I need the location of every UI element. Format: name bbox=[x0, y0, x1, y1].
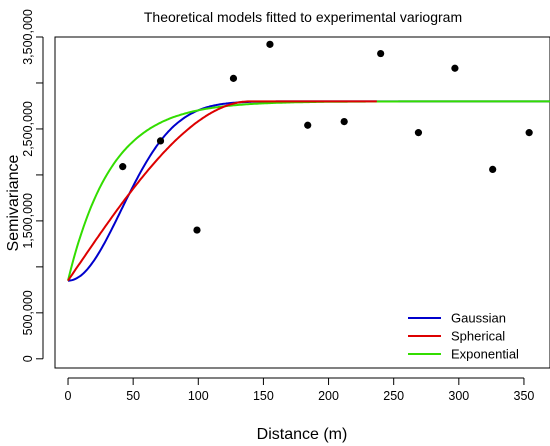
data-point bbox=[340, 117, 348, 126]
data-point bbox=[304, 121, 312, 129]
x-tick-label: 100 bbox=[188, 389, 209, 403]
data-point bbox=[525, 129, 533, 137]
x-tick-label: 150 bbox=[253, 389, 274, 403]
data-point bbox=[489, 165, 497, 173]
y-tick-label: 3,500,000 bbox=[21, 9, 35, 65]
x-tick-label: 0 bbox=[65, 389, 72, 403]
data-point bbox=[193, 226, 201, 234]
data-point bbox=[156, 137, 165, 145]
x-tick-label: 200 bbox=[318, 389, 339, 403]
data-point bbox=[229, 74, 238, 82]
x-tick-label: 250 bbox=[383, 389, 404, 403]
model-curves bbox=[67, 100, 550, 282]
y-tick-label: 0 bbox=[21, 355, 35, 362]
chart-title: Theoretical models fitted to experimenta… bbox=[144, 9, 462, 25]
legend-label-gaussian: Gaussian bbox=[451, 311, 506, 326]
data-point bbox=[451, 64, 459, 72]
x-tick-label: 50 bbox=[126, 389, 140, 403]
y-tick-label: 2,500,000 bbox=[21, 101, 35, 157]
y-axis-label: Semivariance bbox=[5, 154, 22, 251]
spherical-curve bbox=[67, 100, 377, 282]
data-point bbox=[119, 163, 127, 171]
data-points bbox=[119, 40, 533, 234]
legend-label-spherical: Spherical bbox=[451, 329, 505, 344]
legend: Gaussian Spherical Exponential bbox=[408, 311, 519, 362]
y-tick-label: 1,500,000 bbox=[21, 193, 35, 249]
x-axis-label: Distance (m) bbox=[257, 426, 348, 443]
x-axis: 0 50 100 150 200 250 300 350 bbox=[65, 377, 535, 403]
x-tick-label: 300 bbox=[448, 389, 469, 403]
y-axis: 0 500,000 1,500,000 2,500,000 3,500,000 bbox=[21, 9, 44, 362]
legend-label-exponential: Exponential bbox=[451, 347, 519, 362]
plot-area-frame bbox=[54, 36, 550, 369]
data-point bbox=[266, 40, 274, 48]
data-point bbox=[377, 49, 385, 58]
x-tick-label: 350 bbox=[514, 389, 535, 403]
data-point bbox=[414, 129, 423, 137]
y-tick-label: 500,000 bbox=[21, 290, 35, 335]
